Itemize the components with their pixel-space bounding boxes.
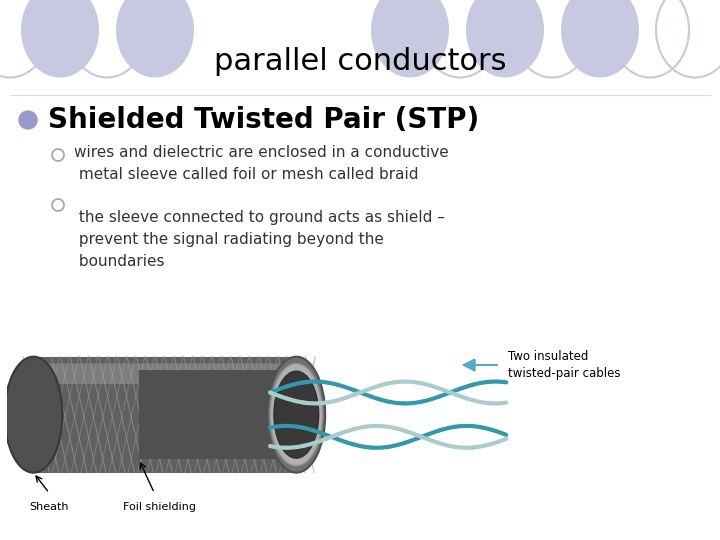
Text: Shielded Twisted Pair (STP): Shielded Twisted Pair (STP) [48, 106, 480, 134]
Ellipse shape [21, 0, 99, 78]
Ellipse shape [561, 0, 639, 78]
Text: Foil shielding: Foil shielding [123, 502, 196, 511]
Bar [33, 357, 297, 472]
FancyBboxPatch shape [33, 363, 297, 384]
Ellipse shape [466, 0, 544, 78]
Text: the sleeve connected to ground acts as shield –
 prevent the signal radiating be: the sleeve connected to ground acts as s… [74, 210, 445, 269]
Ellipse shape [371, 0, 449, 78]
Ellipse shape [116, 0, 194, 78]
FancyArrow shape [463, 359, 498, 371]
Text: wires and dielectric are enclosed in a conductive
 metal sleeve called foil or m: wires and dielectric are enclosed in a c… [74, 145, 449, 182]
Ellipse shape [4, 357, 63, 472]
Bar [138, 370, 297, 459]
Ellipse shape [274, 371, 319, 458]
Text: Two insulated
twisted-pair cables: Two insulated twisted-pair cables [508, 349, 621, 381]
Circle shape [19, 111, 37, 129]
Ellipse shape [270, 363, 323, 466]
Ellipse shape [267, 357, 325, 472]
Text: Sheath: Sheath [30, 502, 69, 511]
Text: parallel conductors: parallel conductors [214, 48, 506, 77]
